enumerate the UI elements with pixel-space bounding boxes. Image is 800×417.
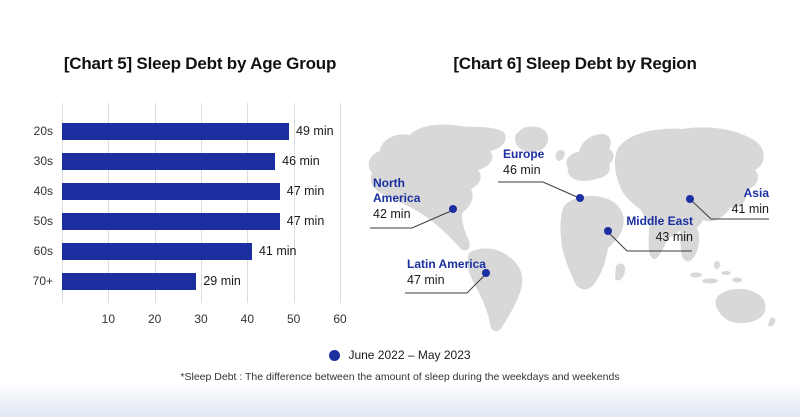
- region-label-middle-east: Middle East 43 min: [605, 214, 693, 245]
- continent-north-america: [368, 124, 506, 251]
- continent-south-america: [467, 248, 523, 332]
- x-axis-tick: 60: [333, 312, 347, 326]
- region-name: Asia: [743, 186, 769, 200]
- footnote: *Sleep Debt : The difference between the…: [180, 371, 620, 383]
- continent-africa: [560, 195, 624, 290]
- region-marker-north-america: [449, 205, 457, 213]
- gridline: [62, 103, 63, 303]
- bar: [62, 273, 197, 290]
- leader-line-asia: [691, 200, 769, 220]
- chart6-title: [Chart 6] Sleep Debt by Region: [453, 54, 697, 73]
- bar-value-label: 47 min: [286, 214, 325, 228]
- bottom-gradient: [0, 383, 800, 417]
- bar-value-label: 41 min: [258, 244, 297, 258]
- gridline: [247, 103, 249, 303]
- region-label-latin-america: Latin America 47 min: [407, 257, 486, 288]
- island-indonesia-1: [690, 272, 702, 278]
- bar: [62, 153, 276, 170]
- x-axis-tick: 20: [147, 312, 162, 326]
- island-new-guinea: [732, 277, 742, 283]
- continent-australia: [715, 288, 766, 324]
- region-label-asia: Asia 41 min: [705, 186, 769, 217]
- age-bar-chart: 20s 49 min 30s 46 min 40s 47 min 50s 47 min 60s 4…: [33, 103, 347, 326]
- continent-asia: [614, 127, 764, 238]
- x-axis-tick: 10: [101, 312, 116, 326]
- region-value: 43 min: [655, 230, 693, 244]
- bar-value-label: 29 min: [203, 274, 241, 288]
- gridline: [293, 103, 295, 303]
- gridline: [201, 103, 202, 303]
- leader-line-europe: [498, 181, 578, 198]
- category-label: 50s: [33, 214, 53, 228]
- bar-value-label: 47 min: [286, 184, 325, 198]
- x-axis-tick: 50: [286, 312, 301, 326]
- world-map: [368, 124, 776, 332]
- region-marker-asia: [686, 195, 694, 203]
- gridline: [108, 103, 110, 303]
- region-value: 46 min: [503, 163, 541, 177]
- category-label: 40s: [33, 184, 53, 198]
- peninsula-india: [648, 212, 670, 260]
- island-indonesia-2: [702, 278, 718, 284]
- x-axis-tick: 30: [194, 312, 208, 326]
- bar: [62, 243, 252, 260]
- island-philippines: [714, 261, 720, 269]
- x-axis-tick: 40: [240, 312, 255, 326]
- legend-dot-icon: [329, 349, 341, 361]
- bar-row: 40s 47 min: [34, 183, 340, 200]
- leader-line-latin-america: [405, 275, 485, 294]
- bar: [62, 183, 280, 200]
- continent-europe: [566, 134, 614, 181]
- island-madagascar: [615, 263, 626, 281]
- region-name: Latin America: [407, 257, 486, 271]
- category-label: 20s: [33, 124, 53, 138]
- bar-row: 50s 47 min: [34, 213, 340, 230]
- peninsula-se-asia: [680, 222, 700, 262]
- bar-row: 70+ 29 min: [33, 273, 340, 290]
- world-map-chart: North America 42 min Europe 46 min Middl…: [365, 120, 795, 335]
- legend-label: June 2022 – May 2023: [348, 348, 471, 362]
- region-name: Europe: [503, 147, 545, 161]
- region-name: Middle East: [626, 214, 693, 228]
- leader-lines-group: [370, 181, 769, 294]
- bar: [62, 123, 290, 140]
- bar-value-label: 46 min: [282, 154, 320, 168]
- chart5-title: [Chart 5] Sleep Debt by Age Group: [63, 54, 337, 73]
- island-japan: [718, 184, 733, 210]
- continent-greenland: [515, 126, 549, 153]
- region-label-europe: Europe 46 min: [503, 147, 544, 178]
- gridline: [154, 103, 156, 303]
- region-value: 42 min: [373, 207, 411, 221]
- gridline: [340, 103, 341, 303]
- legend: June 2022 – May 2023: [0, 348, 800, 362]
- island-new-zealand: [768, 317, 776, 327]
- region-value: 47 min: [407, 273, 445, 287]
- bar: [62, 213, 280, 230]
- region-label-north-america: North America 42 min: [373, 176, 435, 222]
- continents-group: [368, 124, 776, 332]
- region-name: North America: [373, 176, 421, 205]
- bar-row: 30s 46 min: [34, 153, 340, 170]
- leader-line-north-america: [370, 210, 452, 229]
- island-uk: [555, 149, 565, 161]
- category-label: 30s: [33, 154, 53, 168]
- island-indonesia-3: [721, 271, 731, 275]
- region-marker-middle-east: [604, 227, 612, 235]
- bar-value-label: 49 min: [296, 124, 334, 138]
- category-label: 60s: [33, 244, 53, 258]
- region-marker-europe: [576, 194, 584, 202]
- category-label: 70+: [32, 274, 53, 288]
- leader-line-middle-east: [609, 233, 692, 252]
- bar-row: 20s 49 min: [34, 123, 340, 140]
- bar-row: 60s 41 min: [34, 243, 340, 260]
- region-value: 41 min: [731, 202, 769, 216]
- region-marker-latin-america: [482, 269, 490, 277]
